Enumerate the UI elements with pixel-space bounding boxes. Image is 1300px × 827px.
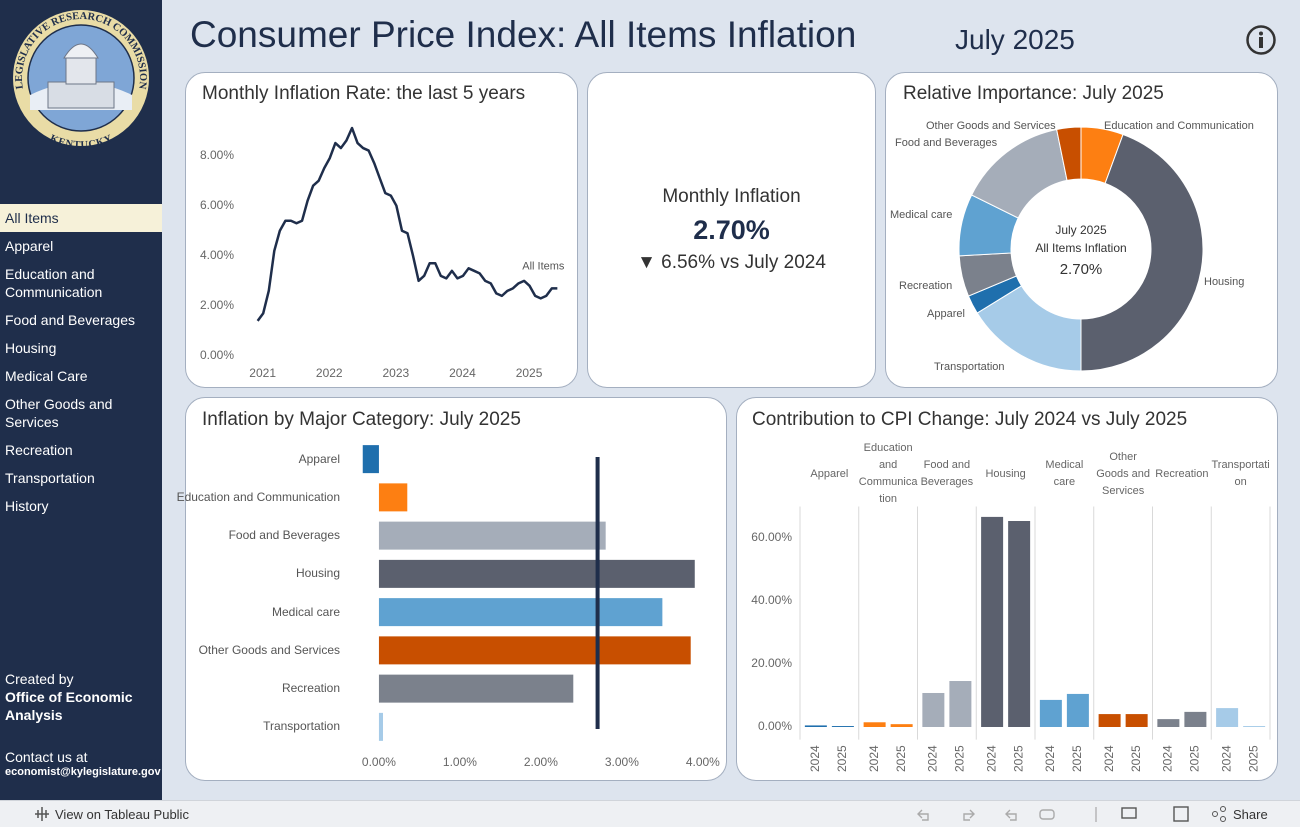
- share-button[interactable]: Share: [1233, 807, 1268, 822]
- credit-org: Office of Economic Analysis: [5, 689, 133, 723]
- contact: Contact us at economist@kylegislature.go…: [5, 748, 161, 778]
- info-dot: [1259, 31, 1263, 36]
- panel-header: Medical care: [1045, 459, 1084, 488]
- revert-icon[interactable]: [1005, 809, 1017, 821]
- category-label: Apparel: [298, 451, 340, 466]
- share-icon: [1220, 806, 1226, 812]
- category-label: Housing: [295, 566, 340, 581]
- card: Monthly Inflation 2.70% ▼ 6.56% vs July …: [587, 72, 876, 388]
- nav-item[interactable]: Food and Beverages: [5, 312, 135, 328]
- icon: [35, 807, 49, 821]
- category-label: Education and Communication: [176, 489, 340, 504]
- kpi-change: ▼ 6.56% vs July 2024: [637, 252, 826, 273]
- category-label: Recreation: [281, 681, 340, 696]
- capitol-dome: [63, 43, 99, 59]
- toolbar: View on Tableau Public Share: [0, 800, 1300, 827]
- info-stem: [1259, 37, 1263, 48]
- nav-item[interactable]: All Items: [0, 204, 162, 232]
- credit: Created by Office of Economic Analysis: [5, 670, 155, 724]
- panel-header: Housing: [985, 467, 1026, 480]
- card: [185, 397, 727, 781]
- panel-header: Other Goods and Services: [1096, 450, 1151, 497]
- page-period: July 2025: [955, 24, 1075, 55]
- logo: LEGISLATIVE RESEARCH COMMISSION KENTUCKY: [11, 8, 151, 152]
- panel-header: Apparel: [810, 467, 849, 480]
- nav-item[interactable]: History: [5, 498, 49, 514]
- kpi-value: 2.70%: [693, 215, 770, 245]
- capitol: [47, 81, 115, 109]
- nav-item[interactable]: Education and Communication: [5, 266, 103, 300]
- panel-header: Education and Communication: [858, 442, 918, 505]
- view-link[interactable]: View on Tableau Public: [55, 807, 189, 822]
- contact-email: economist@kylegislature.gov: [5, 766, 161, 778]
- nav-item[interactable]: Other Goods and Services: [5, 396, 113, 430]
- capitol-drum: [65, 55, 97, 85]
- share-icon[interactable]: [1212, 811, 1218, 817]
- nav-item[interactable]: Housing: [5, 340, 57, 356]
- page-title: Consumer Price Index: All Items Inflatio…: [190, 14, 857, 55]
- panel-header: Recreation: [1155, 467, 1209, 480]
- redo-icon[interactable]: [963, 809, 975, 821]
- card: [885, 72, 1278, 388]
- nav-item[interactable]: Recreation: [5, 442, 73, 458]
- refresh-icon[interactable]: [1039, 809, 1055, 820]
- card: [185, 72, 578, 388]
- panel-header: Transportation: [1211, 459, 1270, 488]
- sidebar: LEGISLATIVE RESEARCH COMMISSION KENTUCKY…: [0, 0, 162, 800]
- share-icon: [1220, 816, 1226, 822]
- undo-icon[interactable]: [917, 809, 929, 821]
- toolbar-icons: [917, 806, 1226, 822]
- fullscreen-icon[interactable]: [1173, 806, 1189, 822]
- kpi-title: Monthly Inflation: [662, 186, 801, 207]
- info-circle: [1246, 25, 1276, 55]
- category-label: Transportation: [263, 719, 340, 734]
- tableau-icon: [35, 807, 49, 821]
- nav-item[interactable]: Medical Care: [5, 368, 88, 384]
- credit-label: Created by: [5, 671, 74, 687]
- nav-item[interactable]: Transportation: [5, 470, 95, 486]
- contact-label: Contact us at: [5, 749, 88, 765]
- category-label: Other Goods and Services: [198, 642, 340, 657]
- panel-header: Food and Beverages: [920, 459, 974, 488]
- nav: All Items Apparel Education and Communicat…: [0, 204, 162, 520]
- category-label: Food and Beverages: [228, 528, 340, 543]
- info-icon[interactable]: [1245, 24, 1277, 56]
- category-label: Medical care: [271, 604, 340, 619]
- nav-item[interactable]: Apparel: [5, 238, 54, 254]
- download-icon[interactable]: [1121, 807, 1137, 819]
